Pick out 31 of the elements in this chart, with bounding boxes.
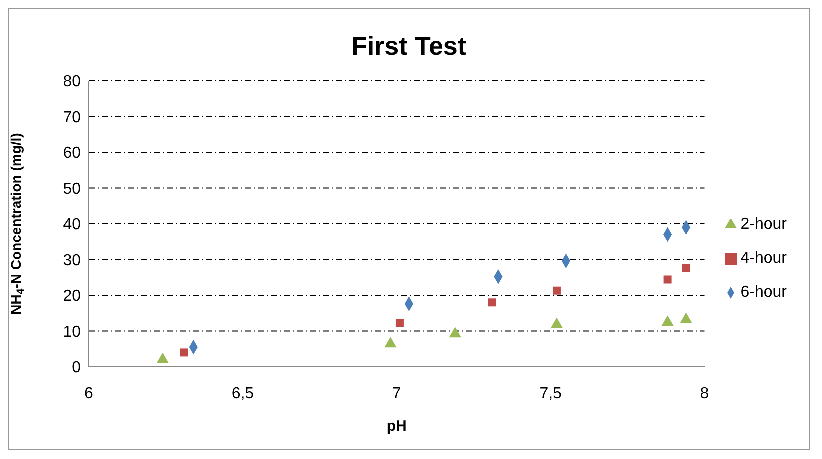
y-tick-label: 80: [63, 74, 82, 91]
y-tick-label: 50: [63, 180, 82, 198]
point: [449, 327, 462, 338]
point: [662, 316, 674, 326]
legend-label: 4-hour: [740, 250, 787, 267]
point: [180, 348, 188, 357]
point: [680, 312, 692, 324]
point: [682, 264, 690, 272]
y-tick-label: 60: [63, 145, 82, 162]
point: [384, 337, 397, 348]
x-tick-label: 6: [84, 385, 94, 402]
x-tick-label: 8: [700, 385, 710, 402]
y-tick-label: 40: [63, 216, 82, 234]
legend-label: 2-hour: [740, 216, 787, 233]
x-axis-title: pH: [386, 418, 407, 435]
point: [552, 286, 561, 295]
legend-label: 6-hour: [740, 284, 787, 301]
point: [488, 298, 496, 307]
point: [156, 352, 169, 364]
y-tick-label: 0: [72, 360, 82, 377]
x-tick-label: 7,5: [540, 385, 562, 402]
point: [396, 319, 404, 328]
y-tick-label: 30: [63, 252, 82, 270]
y-tick-label: 70: [63, 109, 82, 126]
point: [664, 276, 672, 284]
x-tick-label: 7: [392, 385, 402, 402]
y-tick-label: 10: [63, 324, 82, 341]
x-tick-label: 6,5: [232, 385, 254, 402]
chart-title: First Test: [350, 31, 468, 63]
point: [550, 318, 564, 328]
y-tick-label: 20: [63, 288, 82, 306]
